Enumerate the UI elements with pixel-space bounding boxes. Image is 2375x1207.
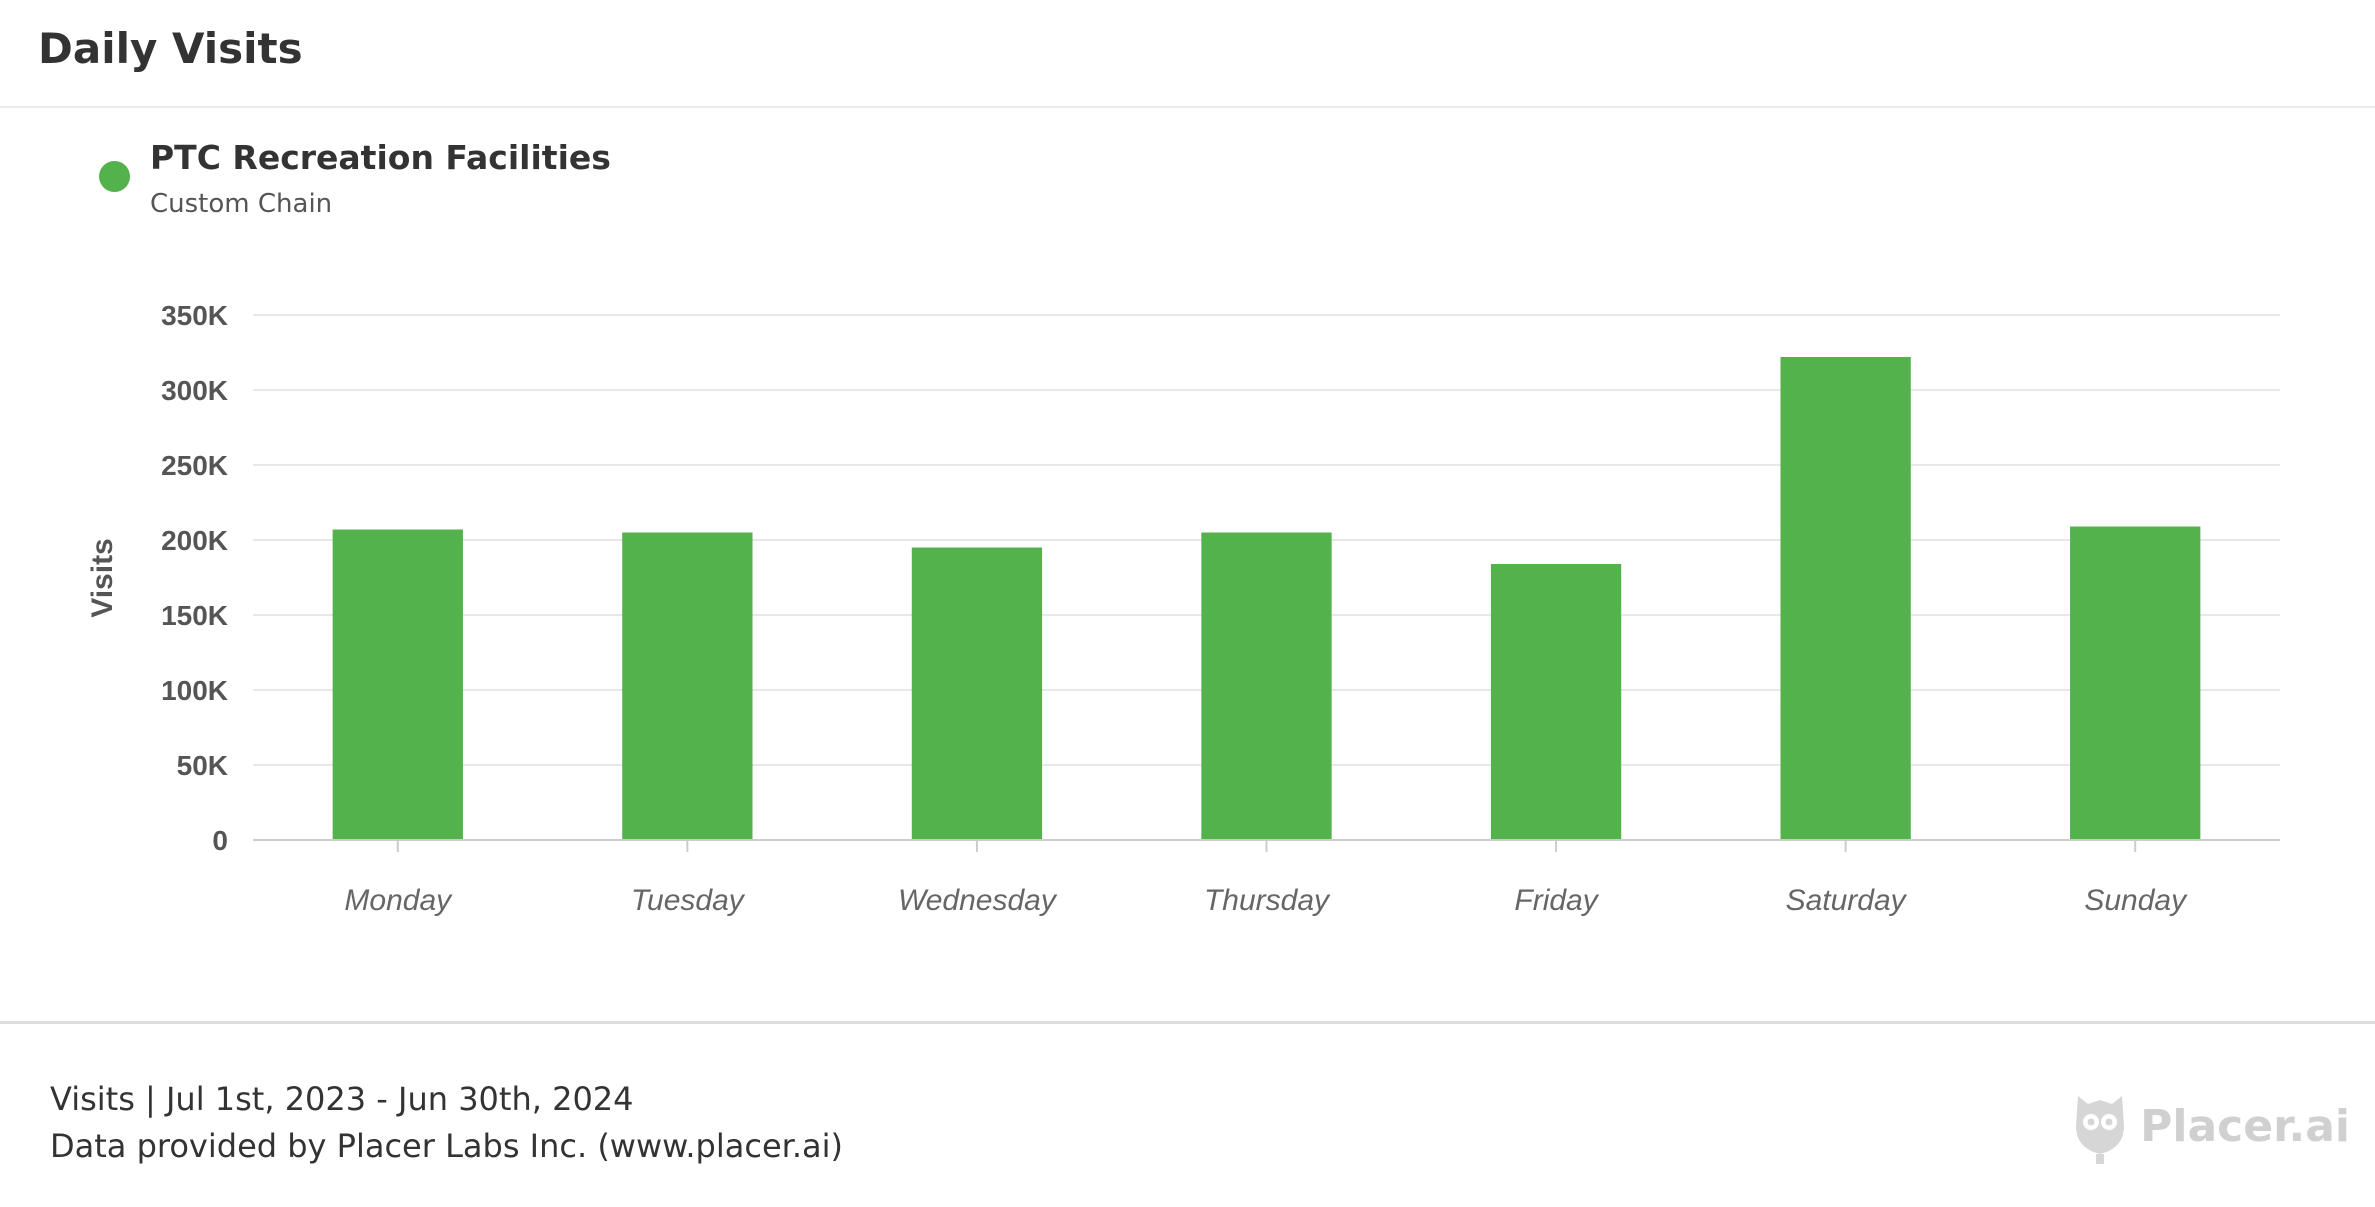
- bar-saturday: [1780, 357, 1911, 840]
- y-tick-label: 250K: [161, 450, 228, 481]
- y-tick-label: 150K: [161, 600, 228, 631]
- bar-wednesday: [911, 547, 1043, 840]
- bar-chart: 0 50K 100K 150K 200K 250K 300K 350K Monday Tuesda…: [86, 300, 2280, 917]
- y-tick-label: 100K: [161, 675, 228, 706]
- x-tick-label: Saturday: [1786, 884, 1908, 917]
- x-tick-label: Thursday: [1204, 884, 1331, 917]
- x-tick-label: Sunday: [2084, 884, 2188, 917]
- bar-sunday: [2070, 526, 2201, 840]
- legend-series-subtitle: Custom Chain: [150, 189, 333, 219]
- brand-name: Placer.ai: [2140, 1100, 2350, 1152]
- x-tick-label: Friday: [1514, 884, 1599, 917]
- owl-logo-icon: [2076, 1096, 2125, 1164]
- y-tick-label: 300K: [161, 375, 228, 406]
- x-tick-label: Tuesday: [631, 884, 746, 917]
- y-tick-label: 50K: [177, 750, 228, 781]
- x-tick-label: Wednesday: [898, 884, 1058, 917]
- chart-header: Daily Visits: [0, 0, 2375, 108]
- x-tick-label: Monday: [344, 884, 453, 917]
- legend-color-dot: [99, 161, 130, 192]
- y-tick-label: 350K: [161, 300, 228, 331]
- y-tick-label: 200K: [161, 525, 228, 556]
- data-source-text: Data provided by Placer Labs Inc. (www.p…: [50, 1127, 844, 1165]
- date-range-text: Visits | Jul 1st, 2023 - Jun 30th, 2024: [50, 1080, 634, 1118]
- chart-title: Daily Visits: [38, 24, 303, 73]
- legend-series-name: PTC Recreation Facilities: [150, 138, 611, 177]
- bar-monday: [332, 529, 463, 840]
- bar-tuesday: [622, 532, 753, 840]
- bar-friday: [1490, 564, 1622, 840]
- bar-thursday: [1201, 532, 1332, 840]
- y-axis-title: Visits: [86, 538, 119, 618]
- chart-footer: Visits | Jul 1st, 2023 - Jun 30th, 2024 …: [0, 1021, 2375, 1207]
- y-tick-label: 0: [212, 825, 228, 856]
- placer-brand: Placer.ai: [2072, 1086, 2350, 1166]
